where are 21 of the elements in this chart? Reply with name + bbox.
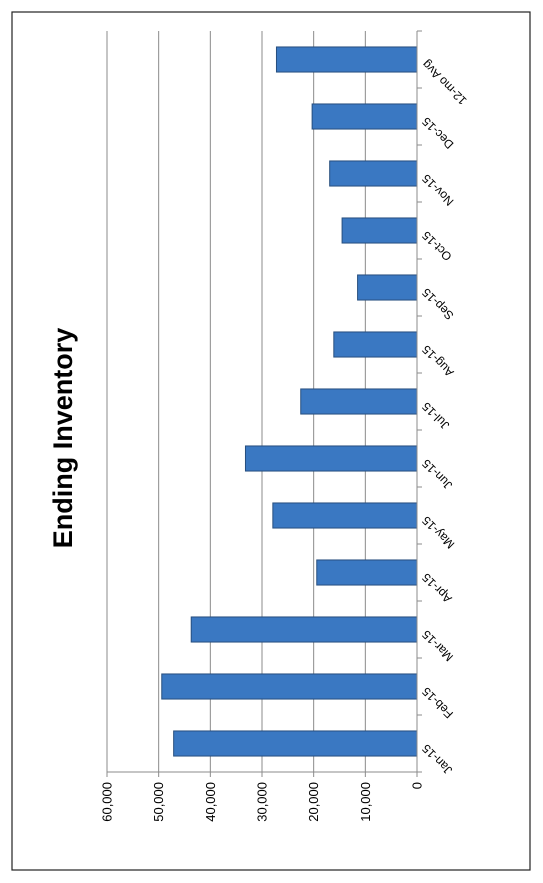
bar bbox=[190, 616, 418, 643]
bar bbox=[244, 445, 418, 472]
bar bbox=[312, 103, 418, 130]
x-tick-label: 50,000 bbox=[151, 782, 166, 822]
bar bbox=[300, 388, 418, 415]
bar bbox=[316, 559, 418, 586]
bar bbox=[161, 673, 418, 700]
x-tick-label: 60,000 bbox=[100, 782, 115, 822]
bar bbox=[357, 274, 418, 301]
text: Ending Inventory bbox=[48, 328, 78, 548]
x-tick-label: 20,000 bbox=[306, 782, 322, 822]
bar bbox=[173, 730, 418, 757]
bar bbox=[276, 46, 418, 73]
bar bbox=[329, 160, 418, 187]
x-tick-label: 40,000 bbox=[202, 782, 218, 822]
bar bbox=[333, 331, 418, 358]
x-tick-label: 0 bbox=[410, 782, 425, 790]
x-tick-label: 30,000 bbox=[254, 782, 270, 822]
x-tick-label: 10,000 bbox=[358, 782, 373, 822]
bar bbox=[342, 217, 418, 244]
bar bbox=[272, 502, 418, 529]
